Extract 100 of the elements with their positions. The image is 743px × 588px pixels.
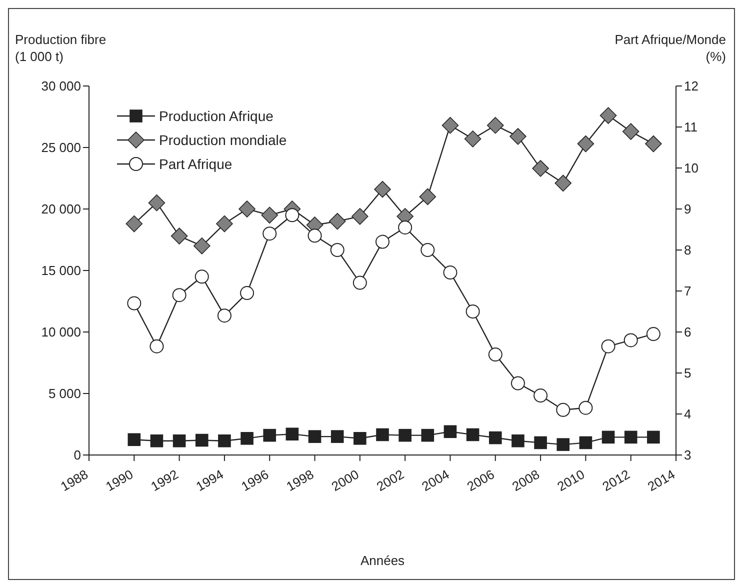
point (532, 160, 549, 177)
point (624, 333, 638, 348)
point (376, 428, 389, 442)
point (128, 433, 141, 446)
y2-tick-label: 6 (684, 324, 692, 340)
x-tick-label: 1996 (238, 466, 272, 494)
point (352, 208, 368, 225)
point (193, 238, 210, 254)
point (150, 339, 164, 354)
point (150, 434, 164, 448)
point (556, 402, 570, 417)
point (262, 226, 277, 241)
x-tick-label: 1998 (284, 466, 316, 494)
point (238, 200, 256, 218)
point (443, 266, 458, 280)
y2-tick-label: 10 (684, 160, 698, 176)
point (488, 348, 502, 362)
point (442, 116, 459, 134)
point (172, 434, 186, 448)
y2-tick-label: 11 (684, 120, 698, 135)
x-tick-label: 2000 (328, 466, 362, 494)
y2-tick-label: 8 (684, 242, 692, 258)
point (624, 430, 638, 444)
point (510, 376, 525, 390)
point (622, 123, 640, 140)
point (645, 135, 662, 152)
point (419, 188, 436, 206)
point (577, 135, 594, 152)
point (374, 180, 391, 198)
y2-tick-label: 9 (684, 202, 692, 217)
x-tick-label: 1992 (148, 466, 181, 494)
point (398, 428, 412, 442)
point (486, 116, 504, 134)
point (488, 431, 502, 444)
point (398, 220, 412, 234)
point (240, 286, 254, 300)
point (148, 194, 166, 212)
legend-label: Part Afrique (159, 156, 232, 172)
y2-tick-label: 4 (684, 406, 692, 422)
point (218, 434, 231, 448)
point (534, 388, 548, 403)
y-tick-label: 20 000 (41, 202, 81, 217)
point (466, 428, 480, 442)
x-tick-label: 1994 (193, 466, 226, 494)
x-tick-label: 2014 (644, 466, 678, 494)
point (172, 288, 186, 302)
x-tick-label: 2006 (464, 466, 497, 494)
point (263, 428, 276, 442)
x-tick-label: 1990 (103, 466, 136, 494)
y-tick-label: 5 000 (48, 386, 81, 402)
point (554, 174, 572, 192)
y2-tick-label: 5 (684, 366, 692, 381)
y-axis-title: Production fibre (1 000 t) (15, 31, 106, 65)
point (600, 107, 617, 124)
y-tick-label: 30 000 (41, 78, 81, 94)
y2-axis-title: Part Afrique/Monde (%) (614, 31, 726, 65)
y-tick-label: 10 000 (41, 324, 81, 340)
legend-label: Production mondiale (159, 132, 287, 148)
point (444, 425, 457, 438)
point (464, 130, 482, 148)
point (354, 432, 366, 445)
point (578, 400, 593, 415)
point (602, 430, 615, 444)
point (466, 304, 480, 318)
point (217, 308, 232, 323)
point (170, 228, 188, 244)
point (261, 206, 278, 224)
point (510, 128, 526, 145)
x-tick-label: 2010 (554, 466, 588, 494)
x-tick-label: 2008 (509, 466, 542, 494)
point (126, 215, 143, 232)
point (216, 215, 233, 232)
point (647, 430, 660, 444)
y-tick-label: 25 000 (41, 140, 81, 156)
y-tick-label: 0 (74, 448, 81, 463)
point (285, 208, 300, 222)
x-tick-label: 1988 (58, 466, 90, 494)
point (579, 436, 592, 450)
point (330, 243, 344, 257)
point (240, 432, 254, 445)
x-tick-label: 2012 (600, 466, 632, 494)
legend-label: Production Afrique (159, 108, 274, 124)
point (308, 228, 322, 243)
x-tick-label: 2004 (419, 466, 452, 494)
point (420, 243, 435, 257)
point (512, 434, 524, 448)
point (195, 434, 208, 447)
y-tick-label: 15 000 (41, 263, 81, 278)
point (556, 438, 570, 451)
y2-tick-label: 7 (684, 284, 692, 299)
point (127, 296, 142, 310)
y2-tick-label: 3 (684, 448, 692, 463)
point (352, 276, 367, 290)
point (376, 234, 390, 249)
point (601, 339, 616, 354)
x-tick-label: 2002 (374, 466, 407, 494)
point (534, 436, 547, 450)
point (308, 430, 322, 443)
point (646, 327, 660, 342)
point (328, 212, 346, 230)
